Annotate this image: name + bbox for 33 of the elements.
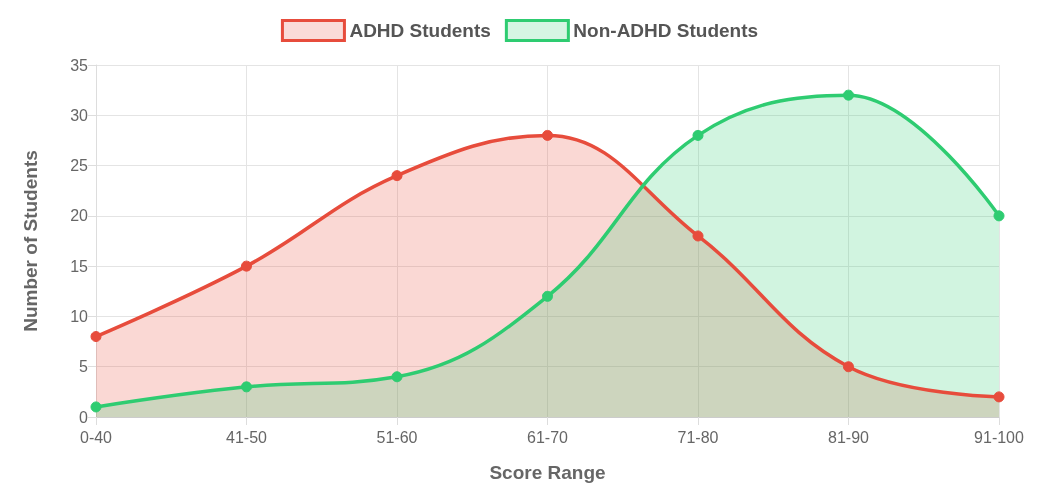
point [391,371,403,383]
x-tick-label: 81-90 [828,428,870,446]
y-tick-label: 10 [70,307,89,325]
y-tick-label: 15 [70,257,89,275]
y-tick-label: 5 [79,358,89,376]
point [241,260,252,272]
x-tick-label: 91-100 [974,428,1025,446]
x-axis-title: Score Range [489,462,606,483]
x-tick-label: 71-80 [677,428,719,446]
y-tick-label: 35 [70,56,89,74]
x-tick-label: 41-50 [226,428,268,446]
point [542,129,553,141]
x-tick-label: 0-40 [79,428,113,446]
legend-label: Non-ADHD Students [573,20,759,41]
point [692,230,704,242]
y-tick-label: 25 [70,157,89,175]
point [692,129,704,141]
point [391,170,403,182]
y-tick-label: 0 [79,408,89,426]
y-tick-label: 20 [70,207,89,225]
point [90,401,102,413]
point [993,391,1005,403]
x-tick-label: 61-70 [527,428,569,446]
point [542,290,553,302]
point [843,361,854,373]
legend-label: ADHD Students [349,20,491,41]
x-tick-label: 51-60 [376,428,418,446]
point [993,210,1005,222]
point [843,89,854,101]
point [241,381,252,393]
point [90,331,102,343]
y-axis-title: Number of Students [20,150,41,332]
y-tick-label: 30 [70,106,89,124]
